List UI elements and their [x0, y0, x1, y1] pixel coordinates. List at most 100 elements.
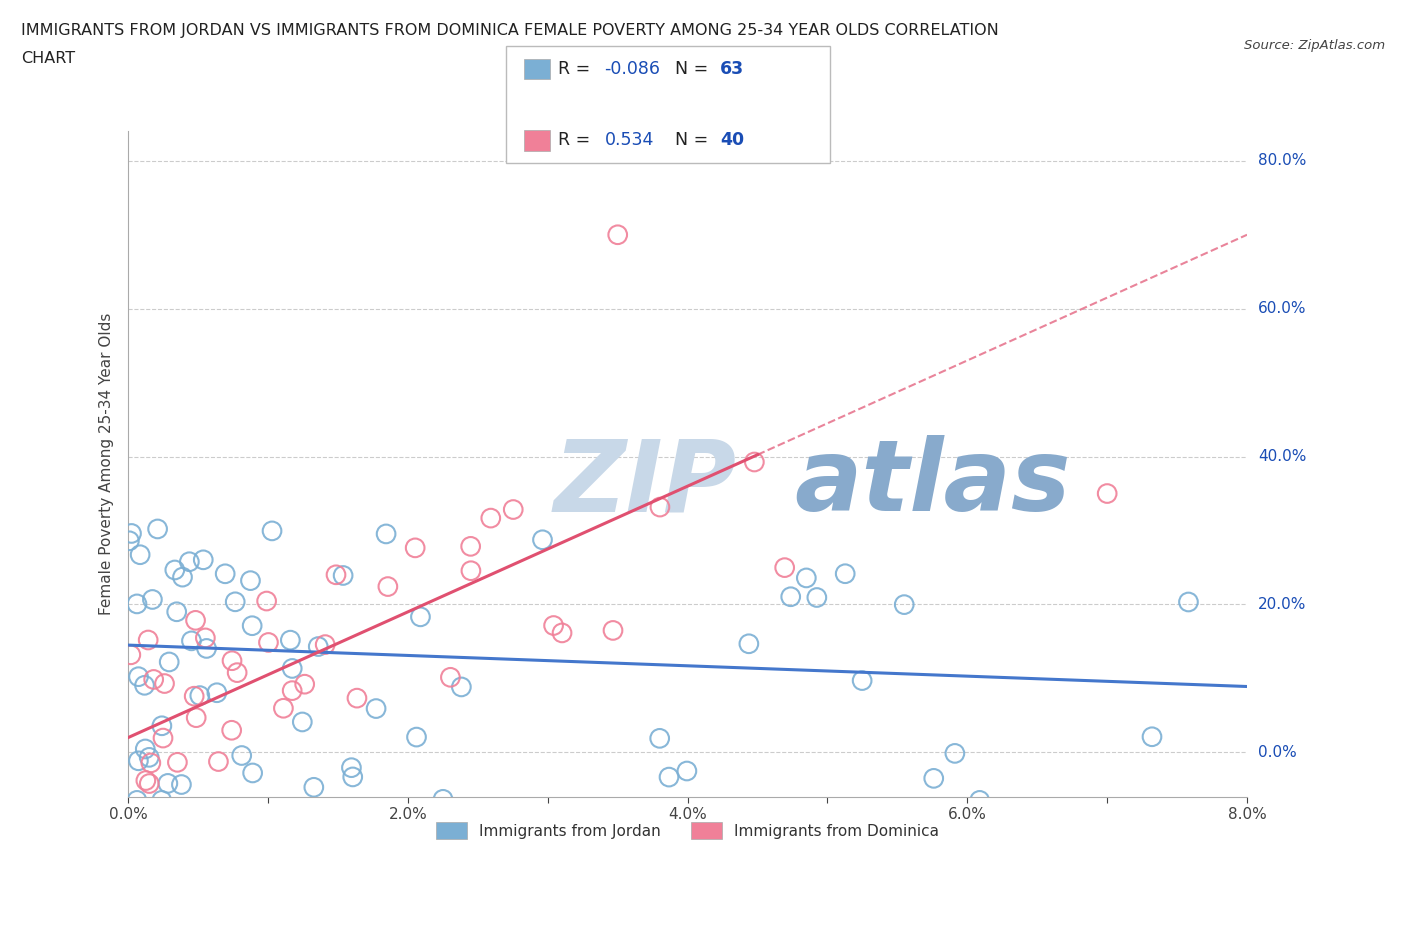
Point	[135, 773, 157, 788]
Point	[794, 570, 817, 585]
Point	[314, 637, 336, 652]
Point	[239, 573, 262, 588]
Text: R =: R =	[558, 131, 596, 150]
Text: 40.0%: 40.0%	[1258, 449, 1306, 464]
Point	[377, 579, 399, 594]
Text: Source: ZipAtlas.com: Source: ZipAtlas.com	[1244, 39, 1385, 52]
Text: IMMIGRANTS FROM JORDAN VS IMMIGRANTS FROM DOMINICA FEMALE POVERTY AMONG 25-34 YE: IMMIGRANTS FROM JORDAN VS IMMIGRANTS FRO…	[21, 23, 998, 38]
Point	[405, 730, 427, 745]
Point	[364, 701, 387, 716]
Point	[231, 748, 253, 763]
Text: CHART: CHART	[21, 51, 75, 66]
Point	[346, 691, 368, 706]
Point	[139, 755, 162, 770]
Point	[479, 511, 502, 525]
Point	[648, 499, 671, 514]
Point	[502, 502, 524, 517]
Point	[1095, 486, 1118, 501]
Point	[404, 540, 426, 555]
Text: 20.0%: 20.0%	[1258, 597, 1306, 612]
Point	[834, 566, 856, 581]
Point	[166, 604, 188, 619]
Point	[273, 701, 295, 716]
Point	[242, 765, 264, 780]
Text: R =: R =	[558, 60, 596, 78]
Point	[129, 547, 152, 562]
Point	[806, 590, 828, 604]
Point	[291, 714, 314, 729]
Point	[193, 552, 215, 567]
Point	[195, 641, 218, 656]
Point	[325, 567, 347, 582]
Point	[156, 776, 179, 790]
Point	[118, 534, 141, 549]
Point	[214, 566, 236, 581]
Point	[150, 793, 173, 808]
Point	[134, 678, 156, 693]
Text: -0.086: -0.086	[605, 60, 661, 78]
Point	[851, 673, 873, 688]
Point	[375, 526, 398, 541]
Point	[648, 731, 671, 746]
Point	[166, 755, 188, 770]
Point	[281, 661, 304, 676]
Text: ZIP: ZIP	[554, 435, 737, 532]
Point	[184, 613, 207, 628]
Text: N =: N =	[675, 131, 714, 150]
Text: N =: N =	[675, 60, 714, 78]
Point	[194, 631, 217, 645]
Text: 63: 63	[720, 60, 744, 78]
Text: 60.0%: 60.0%	[1258, 301, 1306, 316]
Point	[943, 746, 966, 761]
Point	[744, 455, 766, 470]
Point	[738, 636, 761, 651]
Point	[188, 688, 211, 703]
Point	[186, 711, 208, 725]
Point	[221, 653, 243, 668]
Point	[125, 596, 148, 611]
Point	[256, 593, 278, 608]
Point	[1177, 594, 1199, 609]
Point	[606, 227, 628, 242]
Point	[342, 769, 364, 784]
Point	[779, 590, 801, 604]
Legend: Immigrants from Jordan, Immigrants from Dominica: Immigrants from Jordan, Immigrants from …	[430, 816, 945, 845]
Point	[127, 753, 149, 768]
Point	[205, 685, 228, 700]
Point	[658, 770, 681, 785]
Point	[302, 780, 325, 795]
Point	[450, 680, 472, 695]
Point	[676, 764, 699, 778]
Point	[179, 554, 201, 569]
Point	[260, 524, 283, 538]
Point	[121, 526, 143, 541]
Point	[602, 623, 624, 638]
Point	[922, 771, 945, 786]
Point	[120, 647, 142, 662]
Point	[141, 592, 163, 607]
Point	[1140, 729, 1163, 744]
Point	[307, 639, 329, 654]
Point	[138, 750, 160, 764]
Point	[128, 670, 150, 684]
Text: 40: 40	[720, 131, 744, 150]
Point	[152, 731, 174, 746]
Point	[170, 777, 193, 792]
Point	[224, 594, 246, 609]
Point	[551, 626, 574, 641]
Point	[969, 793, 991, 808]
Point	[257, 635, 280, 650]
Point	[332, 568, 354, 583]
Point	[340, 760, 363, 775]
Point	[146, 522, 169, 537]
Point	[543, 618, 565, 633]
Point	[153, 676, 176, 691]
Point	[226, 665, 249, 680]
Point	[150, 718, 173, 733]
Point	[460, 538, 482, 553]
Point	[460, 564, 482, 578]
Point	[294, 677, 316, 692]
Point	[134, 741, 156, 756]
Point	[240, 618, 263, 633]
Point	[207, 754, 229, 769]
